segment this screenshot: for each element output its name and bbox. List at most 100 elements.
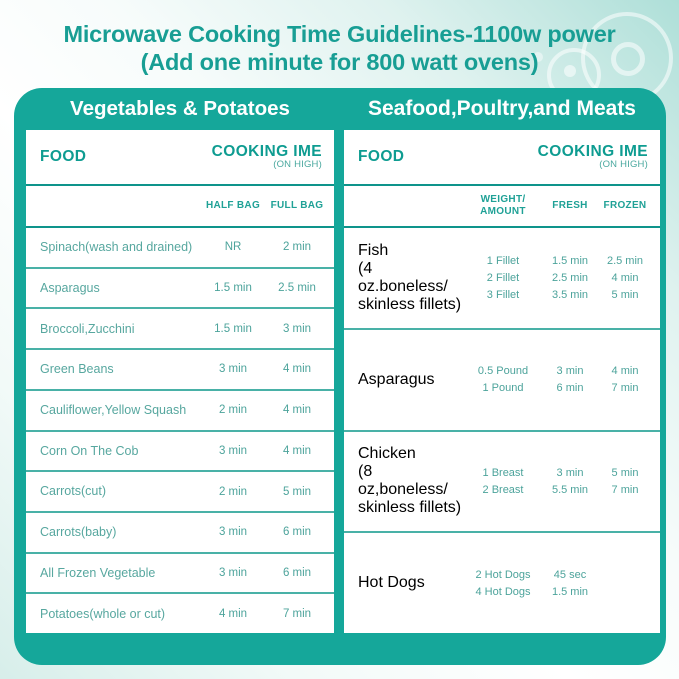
fresh-time: 5.5 min [551, 483, 589, 496]
full-bag-time: 5 min [282, 485, 312, 498]
cooking-time-label: COOKING IME [211, 142, 322, 160]
meats-sections: Fish (4 oz.boneless/skinless fillets) 1 Fi… [344, 228, 660, 633]
fresh-time: 1.5 min [551, 585, 589, 598]
vegetables-panel-title: Vegetables & Potatoes [70, 97, 290, 120]
on-high-note: (ON HIGH) [273, 159, 322, 171]
weight-amount-value: 0.5 Pound [477, 365, 529, 378]
decor-dot-icon [533, 52, 543, 62]
guidelines-board: Vegetables & Potatoes Seafood,Poultry,an… [14, 88, 666, 665]
food-name: Carrots(cut) [40, 484, 106, 499]
vegetable-row: Carrots(cut) 2 min 5 min [26, 472, 334, 513]
food-section: Asparagus 0.5 Pound 3 min 4 min 1 Pound 6 min… [344, 330, 660, 432]
weight-amount-value: 1 Fillet [486, 254, 520, 267]
frozen-time: 2.5 min [606, 254, 644, 267]
vegetable-row: Green Beans 3 min 4 min [26, 350, 334, 391]
time-row: 2 Fillet 2.5 min 4 min [462, 272, 654, 284]
half-bag-time: 1.5 min [214, 322, 252, 335]
weight-amount-column-header: WEIGHT/ AMOUNT [462, 194, 544, 218]
vegetable-row: Broccoli,Zucchini 1.5 min 3 min [26, 309, 334, 351]
food-section: Fish (4 oz.boneless/skinless fillets) 1 Fi… [344, 228, 660, 330]
full-bag-time: 4 min [282, 363, 312, 376]
time-row: 0.5 Pound 3 min 4 min [462, 365, 654, 377]
food-name: Spinach(wash and drained) [40, 240, 193, 255]
food-name: Asparagus [40, 280, 100, 295]
meats-subheader-row: WEIGHT/ AMOUNT FRESH FROZEN [344, 186, 660, 228]
frozen-time: 5 min [611, 466, 639, 479]
vegetables-table-header: FOOD COOKING IME (ON HIGH) [26, 130, 334, 186]
panel-title-band: Vegetables & Potatoes Seafood,Poultry,an… [26, 88, 660, 130]
time-row: 1 Breast 3 min 5 min [462, 467, 654, 479]
full-bag-time: 4 min [282, 444, 312, 457]
vegetable-row: Spinach(wash and drained) NR 2 min [26, 228, 334, 269]
food-name: Corn On The Cob [40, 443, 139, 458]
food-name: Potatoes(whole or cut) [40, 606, 166, 621]
page-title-line1: Microwave Cooking Time Guidelines-1100w … [63, 21, 616, 47]
frozen-time: 4 min [611, 271, 639, 284]
time-row: 1 Pound 6 min 7 min [462, 382, 654, 394]
food-name: Broccoli,Zucchini [40, 321, 135, 336]
vegetable-row: All Frozen Vegetable 3 min 6 min [26, 554, 334, 595]
full-bag-time: 3 min [282, 322, 312, 335]
half-bag-time: 4 min [218, 607, 248, 620]
food-column-header: FOOD [40, 148, 87, 165]
fresh-column-header: FRESH [552, 200, 588, 211]
half-bag-time: 3 min [218, 363, 248, 376]
vegetable-row: Potatoes(whole or cut) 4 min 7 min [26, 594, 334, 633]
fresh-time: 45 sec [553, 568, 587, 581]
weight-amount-value: 1 Breast [482, 466, 524, 479]
food-section: Chicken (8 oz,boneless/skinless fillets) 1… [344, 432, 660, 534]
food-name: Cauliflower,Yellow Squash [40, 403, 187, 418]
fresh-time: 3.5 min [551, 288, 589, 301]
decor-dot-icon [564, 65, 576, 77]
section-times: 2 Hot Dogs 45 sec 4 Hot Dogs 1.5 min [462, 569, 654, 598]
full-bag-time: 4 min [282, 404, 312, 417]
frozen-time: 7 min [611, 382, 639, 395]
food-name: Chicken (8 oz,boneless/skinless fillets) [358, 445, 462, 517]
half-bag-time: 3 min [218, 444, 248, 457]
time-row: 4 Hot Dogs 1.5 min [462, 586, 654, 598]
weight-label-line2: AMOUNT [480, 206, 526, 217]
food-name: All Frozen Vegetable [40, 565, 156, 580]
fresh-time: 6 min [556, 382, 584, 395]
weight-amount-value: 2 Hot Dogs [475, 568, 531, 581]
cooking-time-column-header: COOKING IME (ON HIGH) [212, 143, 322, 172]
food-name: Carrots(baby) [40, 525, 117, 540]
half-bag-time: NR [224, 241, 242, 254]
food-name: Hot Dogs [358, 574, 425, 592]
vegetables-subheader-row: HALF BAG FULL BAG [26, 186, 334, 228]
weight-amount-value: 2 Breast [482, 483, 524, 496]
section-times: 0.5 Pound 3 min 4 min 1 Pound 6 min 7 min [462, 365, 654, 394]
meats-panel-title: Seafood,Poultry,and Meats [368, 97, 636, 120]
fresh-time: 3 min [556, 365, 584, 378]
food-name: Asparagus [358, 370, 435, 388]
food-name: Green Beans [40, 362, 114, 377]
full-bag-time: 2.5 min [278, 282, 316, 295]
meats-table: FOOD COOKING IME (ON HIGH) WEIGHT/ AMOUN… [344, 130, 660, 633]
full-bag-time: 6 min [282, 526, 312, 539]
vegetables-rows: Spinach(wash and drained) NR 2 min Asparagu… [26, 228, 334, 633]
page-title-line2: (Add one minute for 800 watt ovens) [140, 49, 539, 76]
frozen-time: 5 min [611, 288, 639, 301]
vegetables-table: FOOD COOKING IME (ON HIGH) HALF BAG FULL… [26, 130, 334, 633]
fresh-time: 2.5 min [551, 271, 589, 284]
frozen-time: 7 min [611, 483, 639, 496]
half-bag-time: 2 min [218, 404, 248, 417]
food-column-header: FOOD [358, 148, 405, 165]
half-bag-time: 3 min [218, 566, 248, 579]
weight-amount-value: 3 Fillet [486, 288, 520, 301]
section-times: 1 Fillet 1.5 min 2.5 min 2 Fillet 2.5 min 4 m… [462, 255, 654, 301]
food-section: Hot Dogs 2 Hot Dogs 45 sec 4 Hot Dogs 1.5 mi… [344, 533, 660, 633]
time-row: 2 Hot Dogs 45 sec [462, 569, 654, 581]
section-times: 1 Breast 3 min 5 min 2 Breast 5.5 min 7 min [462, 467, 654, 496]
time-row: 3 Fillet 3.5 min 5 min [462, 289, 654, 301]
fresh-time: 1.5 min [551, 254, 589, 267]
page-title: Microwave Cooking Time Guidelines-1100w … [0, 20, 679, 76]
meats-table-header: FOOD COOKING IME (ON HIGH) [344, 130, 660, 186]
panels: FOOD COOKING IME (ON HIGH) HALF BAG FULL… [26, 130, 660, 633]
vegetable-row: Carrots(baby) 3 min 6 min [26, 513, 334, 554]
half-bag-time: 2 min [218, 485, 248, 498]
full-bag-time: 7 min [282, 607, 312, 620]
half-bag-column-header: HALF BAG [205, 200, 261, 211]
full-bag-column-header: FULL BAG [270, 200, 324, 211]
